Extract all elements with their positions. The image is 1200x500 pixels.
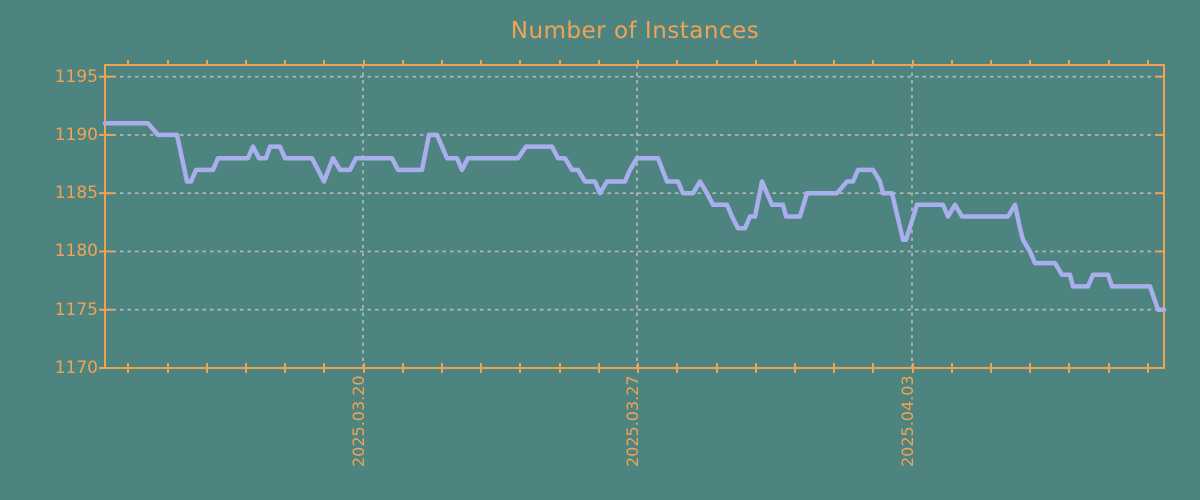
x-tick-label: 2025.03.20: [349, 375, 368, 467]
y-tick-label: 1195: [54, 66, 98, 87]
chart-title: Number of Instances: [510, 18, 760, 44]
series-line-instances: [102, 121, 1167, 312]
y-tick-label: 1190: [54, 124, 98, 145]
plot-border: [104, 64, 1165, 369]
y-tick-label: 1175: [54, 299, 98, 320]
x-tick-label: 2025.03.27: [623, 375, 642, 467]
y-tick-label: 1180: [54, 241, 98, 262]
y-tick-label: 1170: [54, 358, 98, 378]
x-tick-label: 2025.04.03: [898, 375, 917, 467]
y-tick-label: 1185: [54, 183, 98, 204]
